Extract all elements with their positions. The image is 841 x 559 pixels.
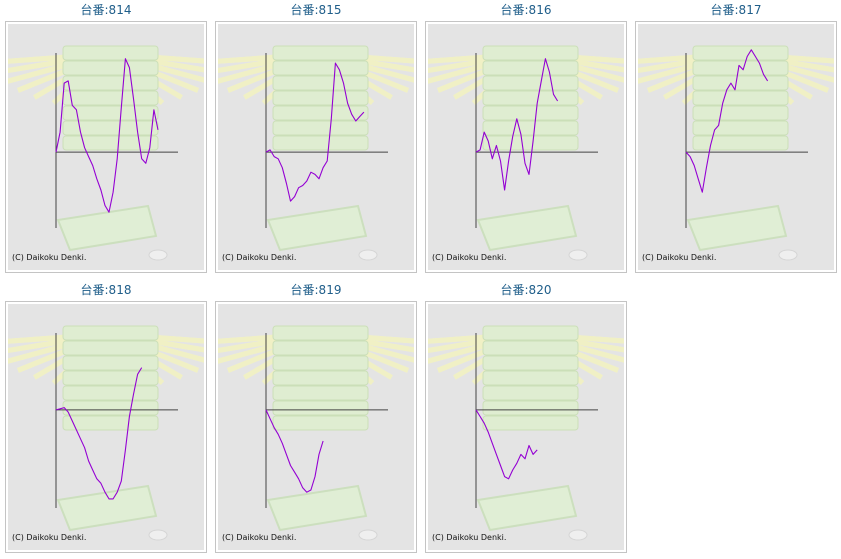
chart-panel: 台番:815 (C) Daikoku Denki. bbox=[215, 0, 417, 273]
chart-frame: (C) Daikoku Denki. bbox=[635, 21, 837, 273]
chart-frame: (C) Daikoku Denki. bbox=[425, 21, 627, 273]
copyright-text: (C) Daikoku Denki. bbox=[222, 253, 297, 262]
chart-panel: 台番:814 (C) Daikoku Denki. bbox=[5, 0, 207, 273]
chart-title: 台番:819 bbox=[290, 283, 342, 297]
series-line bbox=[475, 409, 538, 480]
series-line bbox=[475, 58, 559, 191]
chart-panel: 台番:816 (C) Daikoku Denki. bbox=[425, 0, 627, 273]
chart-title: 台番:820 bbox=[500, 283, 552, 297]
series-line bbox=[265, 409, 324, 493]
chart-svg bbox=[428, 304, 624, 550]
machine-artwork bbox=[638, 45, 834, 261]
machine-artwork bbox=[8, 325, 204, 541]
series-line bbox=[265, 62, 365, 202]
machine-artwork bbox=[218, 45, 414, 261]
chart-frame: (C) Daikoku Denki. bbox=[215, 301, 417, 553]
series-line bbox=[55, 367, 143, 500]
copyright-text: (C) Daikoku Denki. bbox=[12, 253, 87, 262]
chart-svg bbox=[638, 24, 834, 270]
copyright-text: (C) Daikoku Denki. bbox=[432, 533, 507, 542]
chart-svg bbox=[218, 304, 414, 550]
copyright-text: (C) Daikoku Denki. bbox=[12, 533, 87, 542]
chart-svg bbox=[428, 24, 624, 270]
chart-panel: 台番:819 (C) Daikoku Denki. bbox=[215, 280, 417, 553]
chart-title: 台番:815 bbox=[290, 3, 342, 17]
machine-artwork bbox=[8, 45, 204, 261]
chart-panel: 台番:820 (C) Daikoku Denki. bbox=[425, 280, 627, 553]
chart-title: 台番:818 bbox=[80, 283, 132, 297]
chart-panel: 台番:817 (C) Daikoku Denki. bbox=[635, 0, 837, 273]
chart-frame: (C) Daikoku Denki. bbox=[5, 301, 207, 553]
chart-frame: (C) Daikoku Denki. bbox=[5, 21, 207, 273]
copyright-text: (C) Daikoku Denki. bbox=[642, 253, 717, 262]
chart-title: 台番:816 bbox=[500, 3, 552, 17]
copyright-text: (C) Daikoku Denki. bbox=[432, 253, 507, 262]
chart-title: 台番:817 bbox=[710, 3, 762, 17]
chart-title: 台番:814 bbox=[80, 3, 132, 17]
chart-panel: 台番:818 (C) Daikoku Denki. bbox=[5, 280, 207, 553]
chart-frame: (C) Daikoku Denki. bbox=[215, 21, 417, 273]
machine-artwork bbox=[428, 325, 624, 541]
series-line bbox=[55, 58, 159, 213]
chart-svg bbox=[218, 24, 414, 270]
series-line bbox=[685, 49, 769, 193]
chart-frame: (C) Daikoku Denki. bbox=[425, 301, 627, 553]
copyright-text: (C) Daikoku Denki. bbox=[222, 533, 297, 542]
chart-svg bbox=[8, 304, 204, 550]
machine-artwork bbox=[218, 325, 414, 541]
chart-svg bbox=[8, 24, 204, 270]
